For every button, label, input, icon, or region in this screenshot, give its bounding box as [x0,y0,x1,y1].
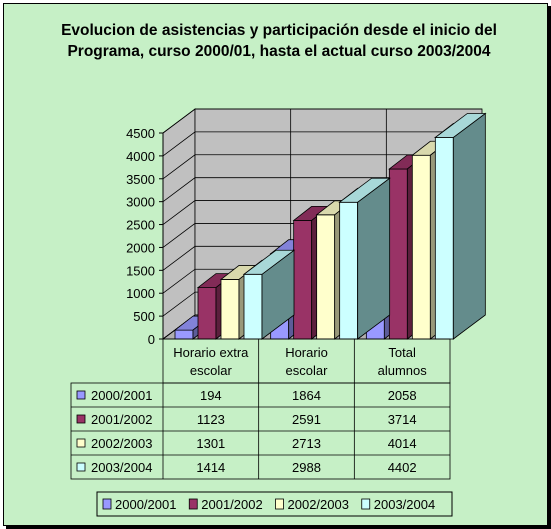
table-legend-key [76,414,86,424]
y-tick-label: 3000 [126,195,155,210]
category-label: escolar [190,363,233,378]
legend-label: 2003/2004 [374,497,435,512]
group-depth-side [452,112,486,340]
table-value: 1301 [196,436,225,451]
group-depth-top [338,177,391,203]
table-series-label: 2001/2002 [91,412,152,427]
legend-key [361,498,371,510]
category-label: Horario [285,345,328,360]
bar-front [316,214,336,340]
y-tick-label: 1000 [126,286,155,301]
y-tick-label: 2500 [126,218,155,233]
table-value: 2713 [292,436,321,451]
legend-key [275,498,284,510]
bar-front [434,137,454,340]
category-label: Total [388,345,416,360]
chart-title: Evolucion de asistencias y participación… [61,22,497,60]
legend-label: 2001/2002 [201,497,262,512]
y-tick-label: 3500 [126,172,155,187]
category-label: alumnos [378,363,428,378]
category-label: Horario extra [173,345,249,360]
table-legend-key [76,438,86,448]
bar-front [293,219,313,340]
table-value: 4402 [388,460,417,475]
bar-front [339,201,359,340]
group-depth-top [434,113,487,138]
bar-front [174,329,194,340]
category-label: escolar [286,363,329,378]
y-tick-label: 2000 [126,240,155,255]
bar-front [388,168,408,340]
y-tick-label: 500 [133,309,155,324]
table-value: 1414 [196,460,225,475]
y-tick-label: 4000 [126,149,155,164]
table-value: 2058 [388,388,417,403]
table-value: 194 [200,388,222,403]
legend-key [188,498,198,510]
table-series-label: 2000/2001 [91,388,152,403]
bar-front [220,279,240,340]
bar-front [411,154,431,340]
table-value: 1123 [197,412,225,427]
y-tick-label: 0 [148,332,155,347]
table-value: 2988 [292,460,321,475]
y-tick-label: 1500 [126,263,155,278]
legend-label: 2002/2003 [288,497,349,512]
legend [96,491,453,517]
table-value: 3714 [388,412,417,427]
group-depth-side [357,177,391,340]
group-depth-top [242,249,296,275]
bar-front [197,287,217,340]
table-value: 1864 [292,388,321,403]
table-legend-key [76,462,86,472]
legend-label: 2000/2001 [115,497,176,512]
table-legend-key [76,390,86,400]
table-series-label: 2002/2003 [91,436,152,451]
bar-front [243,273,263,340]
y-tick-label: 4500 [126,126,155,141]
table-value: 2591 [292,412,321,427]
table-series-label: 2003/2004 [91,460,152,475]
legend-key [102,498,112,510]
table-value: 4014 [388,436,417,451]
